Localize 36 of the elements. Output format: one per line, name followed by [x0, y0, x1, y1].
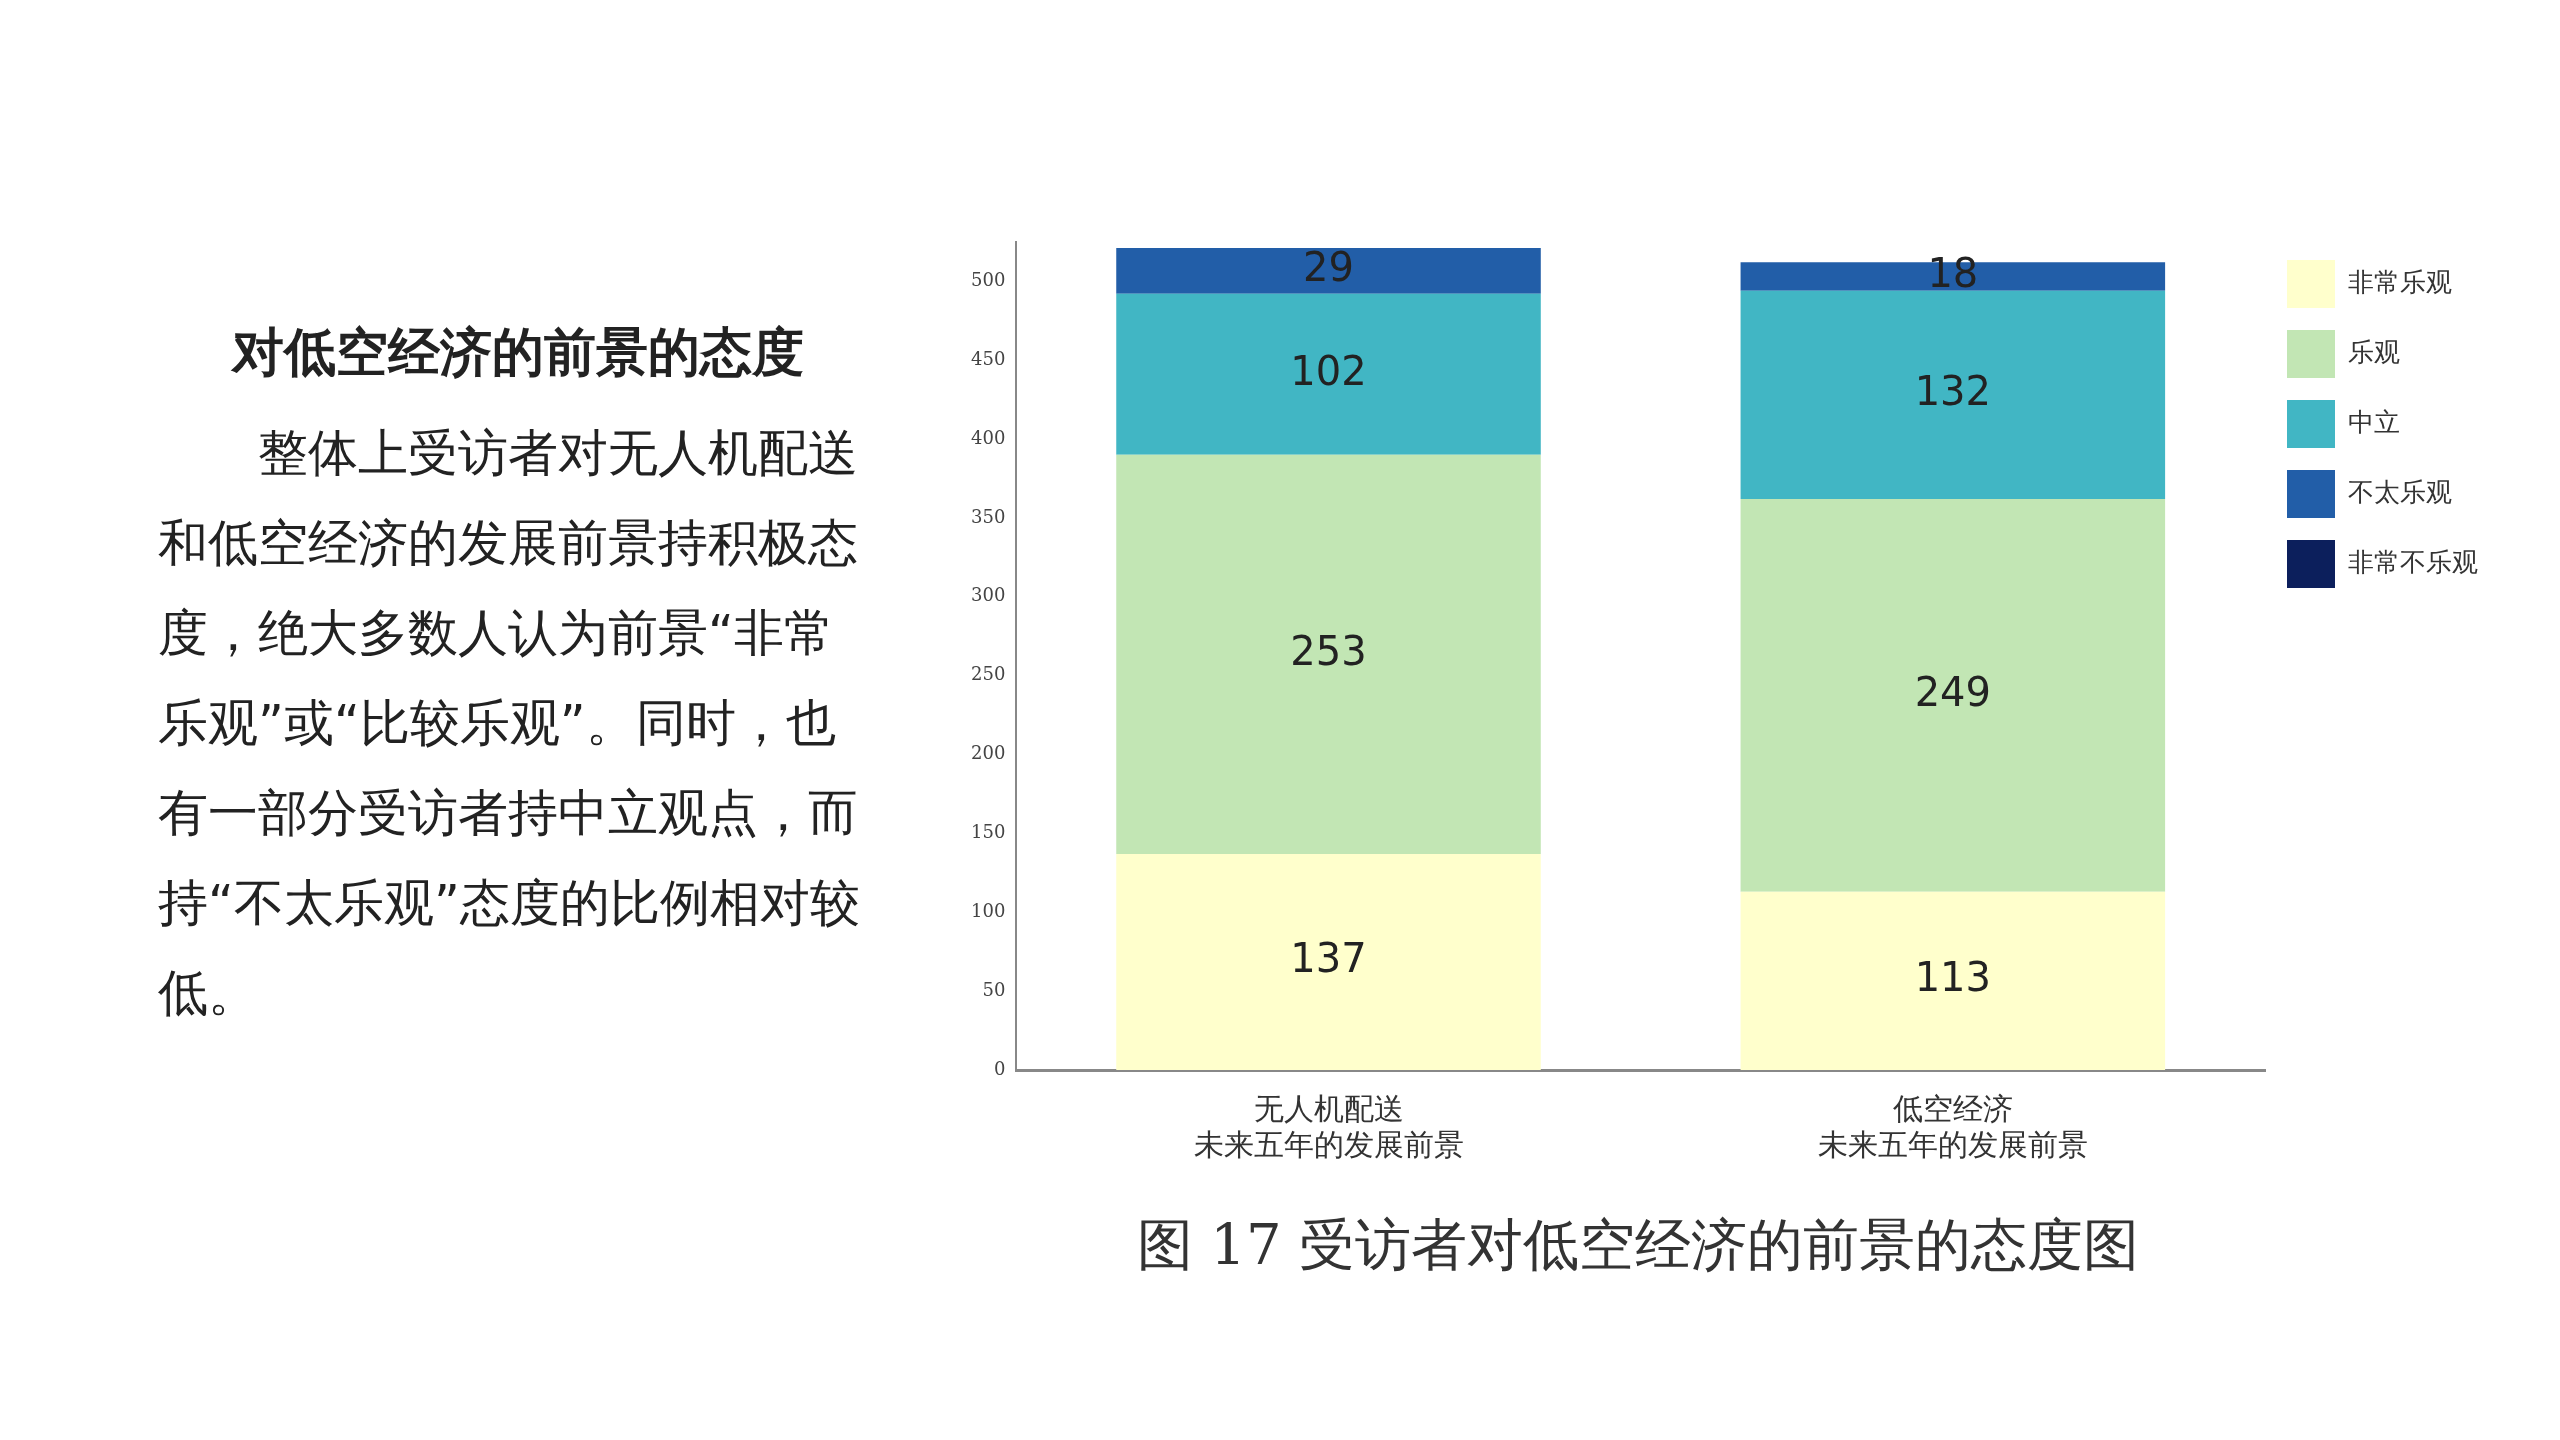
data-label: 253	[1290, 627, 1367, 674]
legend-label: 中立	[2348, 406, 2400, 437]
data-label: 249	[1914, 668, 1992, 715]
bar	[1740, 290, 2166, 499]
data-label: 137	[1290, 935, 1367, 982]
y-tick-label: 400	[971, 426, 1006, 448]
legend-label: 乐观	[2348, 336, 2400, 367]
data-label: 132	[1914, 368, 1992, 415]
x-tick-label: 低空经济未来五年的发展前景	[1817, 1090, 2088, 1162]
data-label: 18	[1927, 249, 1979, 296]
y-tick-label: 0	[993, 1057, 1006, 1079]
bar	[1116, 853, 1541, 1070]
y-tick-label: 350	[971, 505, 1006, 527]
data-label: 113	[1914, 954, 1992, 1001]
data-label: 102	[1290, 347, 1367, 394]
bar	[1116, 293, 1541, 455]
y-tick-label: 200	[971, 742, 1006, 764]
legend-label: 不太乐观	[2348, 476, 2452, 507]
legend-label: 非常乐观	[2348, 266, 2452, 297]
bar	[1116, 454, 1541, 854]
caption: 图 17 受访者对低空经济的前景的态度图	[1135, 1211, 2141, 1279]
x-tick-label: 无人机配送未来五年的发展前景	[1193, 1090, 1464, 1162]
y-tick-label: 50	[982, 978, 1006, 1000]
y-tick-label: 250	[971, 663, 1006, 685]
bar	[1116, 248, 1541, 294]
bar	[1740, 498, 2166, 892]
bar	[1740, 891, 2166, 1070]
text: 整体上受访者对无人机配送和低空经济的发展前景持积极态度，绝大多数人认为前景“非常乐观”或“比较乐观”。同时，也有一部分受访者持中立观点，而持“不太乐观”态度的比例相对较低。	[158, 423, 861, 1024]
y-tick-label: 100	[971, 899, 1006, 921]
text: 对低空经济的前景的态度	[230, 321, 805, 384]
legend-label: 非常不乐观	[2348, 546, 2478, 577]
y-tick-label: 300	[971, 584, 1006, 606]
data-label: 29	[1303, 244, 1354, 291]
y-tick-label: 150	[971, 821, 1006, 843]
y-tick-label: 450	[971, 347, 1006, 369]
y-tick-label: 500	[971, 268, 1006, 290]
